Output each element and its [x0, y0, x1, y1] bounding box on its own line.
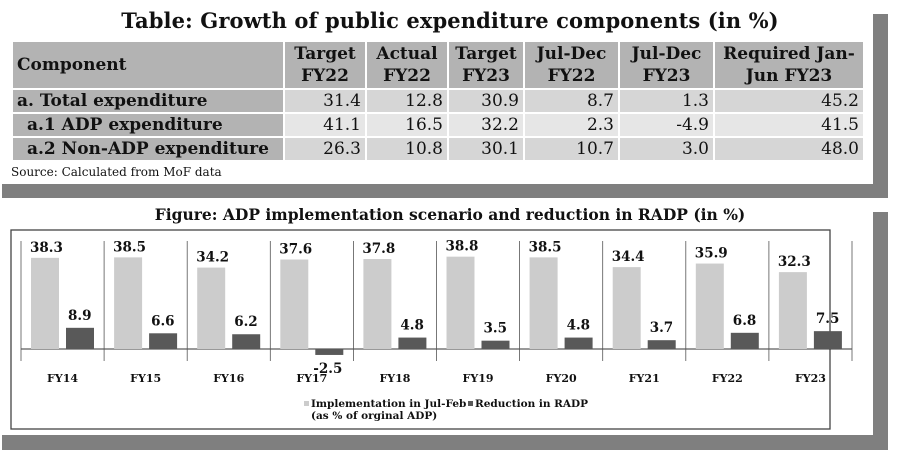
table-row: a.2 Non-ADP expenditure 26.3 10.8 30.1 1… [13, 138, 863, 160]
x-tick-label-fy14: FY14 [47, 372, 78, 385]
x-tick-label-fy16: FY16 [213, 372, 244, 385]
data-label-implementation-fy18: 37.8 [362, 241, 395, 257]
x-tick-label-fy19: FY19 [463, 372, 494, 385]
table-cell: 10.7 [525, 138, 618, 160]
chart-panel-shadow-bottom [2, 435, 888, 450]
bar-reduction-fy16 [232, 334, 261, 349]
data-label-reduction-fy14: 8.9 [68, 308, 92, 324]
bar-reduction-fy15 [149, 333, 178, 349]
column-header-juldec-fy23: Jul-Dec FY23 [620, 42, 713, 88]
column-header-required-janjun-fy23: Required Jan- Jun FY23 [715, 42, 863, 88]
bar-implementation-fy17 [280, 259, 309, 349]
data-label-implementation-fy19: 38.8 [446, 239, 479, 255]
table-cell: 30.9 [449, 90, 523, 112]
legend-swatch-implementation [304, 401, 309, 406]
column-header-target-fy22: Target FY22 [285, 42, 365, 88]
table-source-note: Source: Calculated from MoF data [11, 165, 222, 179]
table-cell: 16.5 [367, 114, 447, 136]
bar-reduction-fy18 [398, 337, 427, 349]
table-cell: 12.8 [367, 90, 447, 112]
x-tick-label-fy18: FY18 [379, 372, 410, 385]
expenditure-table: Component Target FY22 Actual FY22 Target FY… [11, 40, 865, 162]
data-label-implementation-fy16: 34.2 [196, 250, 229, 266]
table-cell: 32.2 [449, 114, 523, 136]
bar-reduction-fy22 [730, 332, 759, 349]
table-cell: 2.3 [525, 114, 618, 136]
table-cell: 8.7 [525, 90, 618, 112]
row-label: a. Total expenditure [13, 90, 283, 112]
table-cell: 1.3 [620, 90, 713, 112]
data-label-implementation-fy20: 38.5 [529, 239, 562, 255]
table-cell: 10.8 [367, 138, 447, 160]
legend-label-reduction: Reduction in RADP [475, 398, 588, 410]
bar-implementation-fy18 [363, 259, 392, 349]
data-label-reduction-fy23: 7.5 [816, 311, 840, 327]
x-tick-label-fy17: FY17 [296, 372, 327, 385]
bar-reduction-fy17 [315, 349, 344, 355]
bar-implementation-fy15 [114, 257, 143, 349]
bar-implementation-fy16 [197, 267, 226, 349]
table-cell: -4.9 [620, 114, 713, 136]
table-row: a. Total expenditure 31.4 12.8 30.9 8.7 … [13, 90, 863, 112]
data-label-reduction-fy19: 3.5 [484, 321, 508, 337]
bar-reduction-fy20 [564, 337, 593, 349]
table-panel-shadow-right [873, 14, 888, 198]
table-cell: 30.1 [449, 138, 523, 160]
column-header-actual-fy22: Actual FY22 [367, 42, 447, 88]
chart-title: Figure: ADP implementation scenario and … [154, 205, 746, 224]
data-label-reduction-fy20: 4.8 [567, 318, 591, 334]
bar-implementation-fy19 [446, 256, 475, 349]
table-cell: 41.1 [285, 114, 365, 136]
column-header-juldec-fy22: Jul-Dec FY22 [525, 42, 618, 88]
data-label-implementation-fy15: 38.5 [113, 239, 146, 255]
legend-swatch-reduction [468, 401, 473, 406]
bar-implementation-fy21 [612, 267, 641, 349]
x-tick-label-fy22: FY22 [712, 372, 743, 385]
row-label: a.2 Non-ADP expenditure [13, 138, 283, 160]
table-cell: 3.0 [620, 138, 713, 160]
x-tick-label-fy20: FY20 [546, 372, 577, 385]
bar-implementation-fy23 [778, 272, 807, 349]
table-header-row: Component Target FY22 Actual FY22 Target FY… [13, 42, 863, 88]
data-label-reduction-fy16: 6.2 [234, 314, 258, 330]
data-label-reduction-fy22: 6.8 [733, 313, 757, 329]
bar-implementation-fy20 [529, 257, 558, 349]
x-tick-label-fy21: FY21 [629, 372, 660, 385]
bars-layer: 38.3 8.9 FY14 38.5 6.6 FY15 34.2 6.2 FY16 37.6 -2.… [20, 239, 853, 385]
data-label-implementation-fy22: 35.9 [695, 246, 728, 262]
x-tick-label-fy15: FY15 [130, 372, 161, 385]
data-label-implementation-fy17: 37.6 [279, 242, 312, 258]
bar-implementation-fy22 [695, 263, 724, 349]
bar-implementation-fy14 [31, 257, 59, 349]
data-label-reduction-fy15: 6.6 [151, 313, 175, 329]
column-header-target-fy23: Target FY23 [449, 42, 523, 88]
table-row: a.1 ADP expenditure 41.1 16.5 32.2 2.3 -… [13, 114, 863, 136]
data-label-reduction-fy18: 4.8 [400, 318, 424, 334]
table-cell: 41.5 [715, 114, 863, 136]
bar-reduction-fy23 [813, 331, 842, 349]
table-cell: 26.3 [285, 138, 365, 160]
chart-frame [10, 229, 831, 430]
chart-panel-shadow-right [873, 212, 888, 450]
data-label-implementation-fy21: 34.4 [612, 249, 645, 265]
data-label-implementation-fy14: 38.3 [30, 240, 63, 256]
legend-label-implementation-line2: (as % of orginal ADP) [311, 410, 437, 422]
bar-reduction-fy14 [66, 327, 94, 349]
x-tick-label-fy23: FY23 [795, 372, 826, 385]
bar-reduction-fy19 [481, 340, 510, 349]
table-cell: 45.2 [715, 90, 863, 112]
data-label-reduction-fy17: -2.5 [313, 361, 342, 377]
data-label-implementation-fy23: 32.3 [778, 254, 811, 270]
legend-label-implementation-line1: Implementation in Jul-Feb [311, 398, 466, 410]
row-label: a.1 ADP expenditure [13, 114, 283, 136]
table-title: Table: Growth of public expenditure comp… [121, 8, 779, 33]
column-header-component: Component [13, 42, 283, 88]
table-cell: 31.4 [285, 90, 365, 112]
table-panel-shadow-bottom [2, 184, 888, 198]
data-label-reduction-fy21: 3.7 [650, 320, 674, 336]
bar-reduction-fy21 [647, 340, 676, 349]
table-cell: 48.0 [715, 138, 863, 160]
chart-legend: Implementation in Jul-Feb (as % of orgin… [304, 398, 588, 422]
